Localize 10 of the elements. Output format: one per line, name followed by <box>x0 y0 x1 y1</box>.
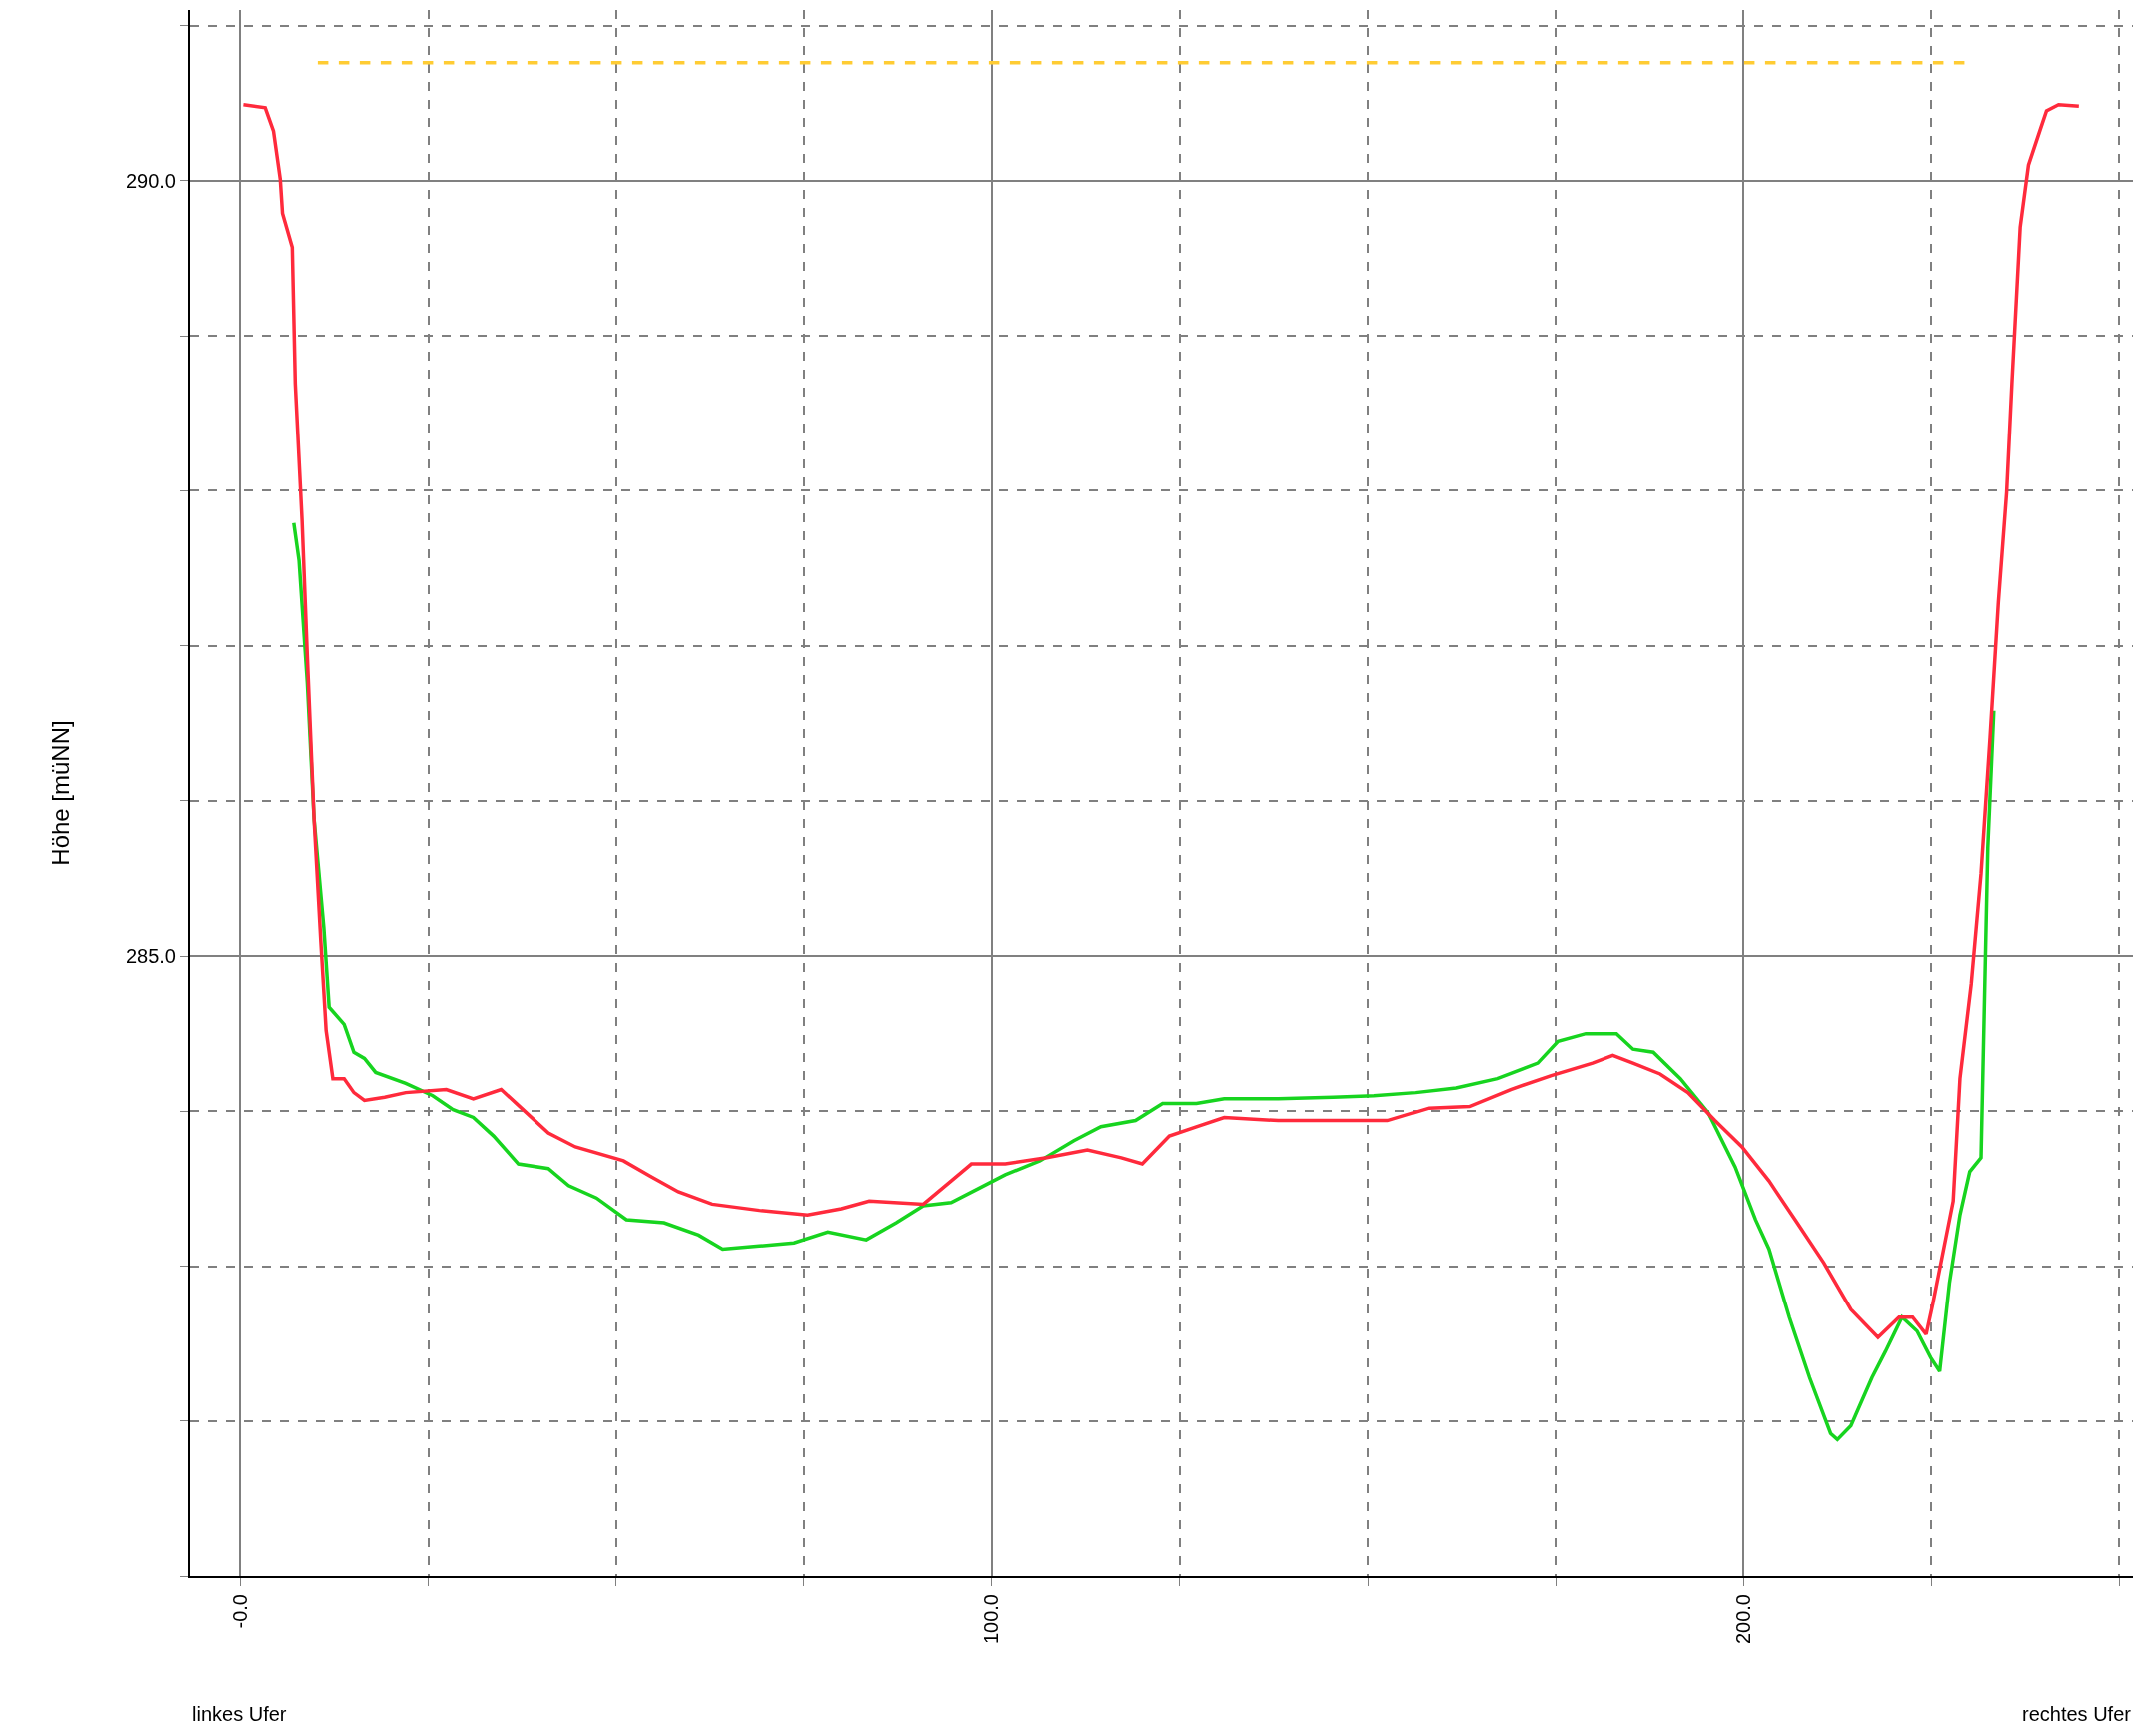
y-tick-label: 290.0 <box>125 169 176 192</box>
y-tick-label: 285.0 <box>125 945 176 968</box>
line-series <box>292 521 1996 1442</box>
x-tick-label: 200.0 <box>1731 1594 1754 1645</box>
line-series <box>241 102 2081 1339</box>
x-tick-label: 100.0 <box>980 1594 1003 1645</box>
x-tick-label: -0.0 <box>228 1594 251 1629</box>
text: rechtes Ufer <box>2022 1703 2132 1725</box>
text: linkes Ufer <box>192 1703 287 1725</box>
y-axis-title: Höhe [müNN] <box>46 720 74 866</box>
